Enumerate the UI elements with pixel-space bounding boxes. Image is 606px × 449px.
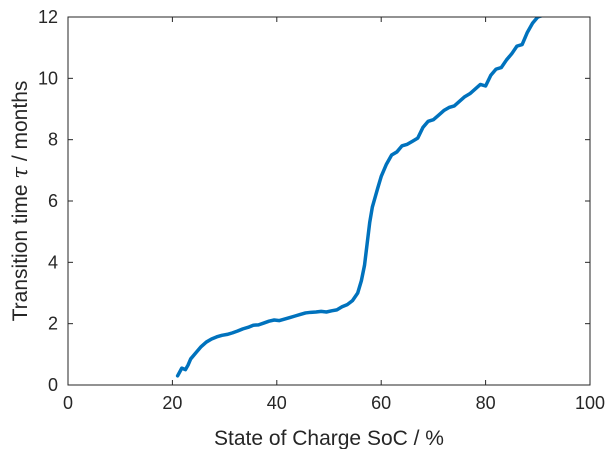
x-tick-label: 80 [476, 393, 496, 413]
x-tick-label: 0 [63, 393, 73, 413]
x-tick-label: 40 [267, 393, 287, 413]
x-tick-label: 60 [371, 393, 391, 413]
y-tick-label: 8 [48, 130, 58, 150]
y-axis-label-text: Transition time [9, 179, 32, 322]
x-tick-label: 100 [575, 393, 605, 413]
plot-area [67, 16, 591, 386]
y-tick-label: 4 [48, 252, 58, 272]
y-axis-label-symbol: τ [8, 167, 32, 179]
y-tick-label: 6 [48, 191, 58, 211]
x-tick-label: 20 [162, 393, 182, 413]
series-line-0 [175, 17, 545, 378]
y-tick-label: 2 [48, 314, 58, 334]
axis-ticks: 0 20 40 60 80 100 0 2 4 6 8 10 12 [38, 7, 605, 413]
y-axis-label-unit: / months [9, 81, 32, 167]
y-axis-label: Transition time τ / months [8, 81, 32, 322]
x-axis-label: State of Charge SoC / % [214, 427, 444, 449]
y-tick-label: 10 [38, 68, 58, 88]
y-tick-label: 0 [48, 375, 58, 395]
axes-box [67, 16, 591, 386]
y-tick-label: 12 [38, 7, 58, 27]
